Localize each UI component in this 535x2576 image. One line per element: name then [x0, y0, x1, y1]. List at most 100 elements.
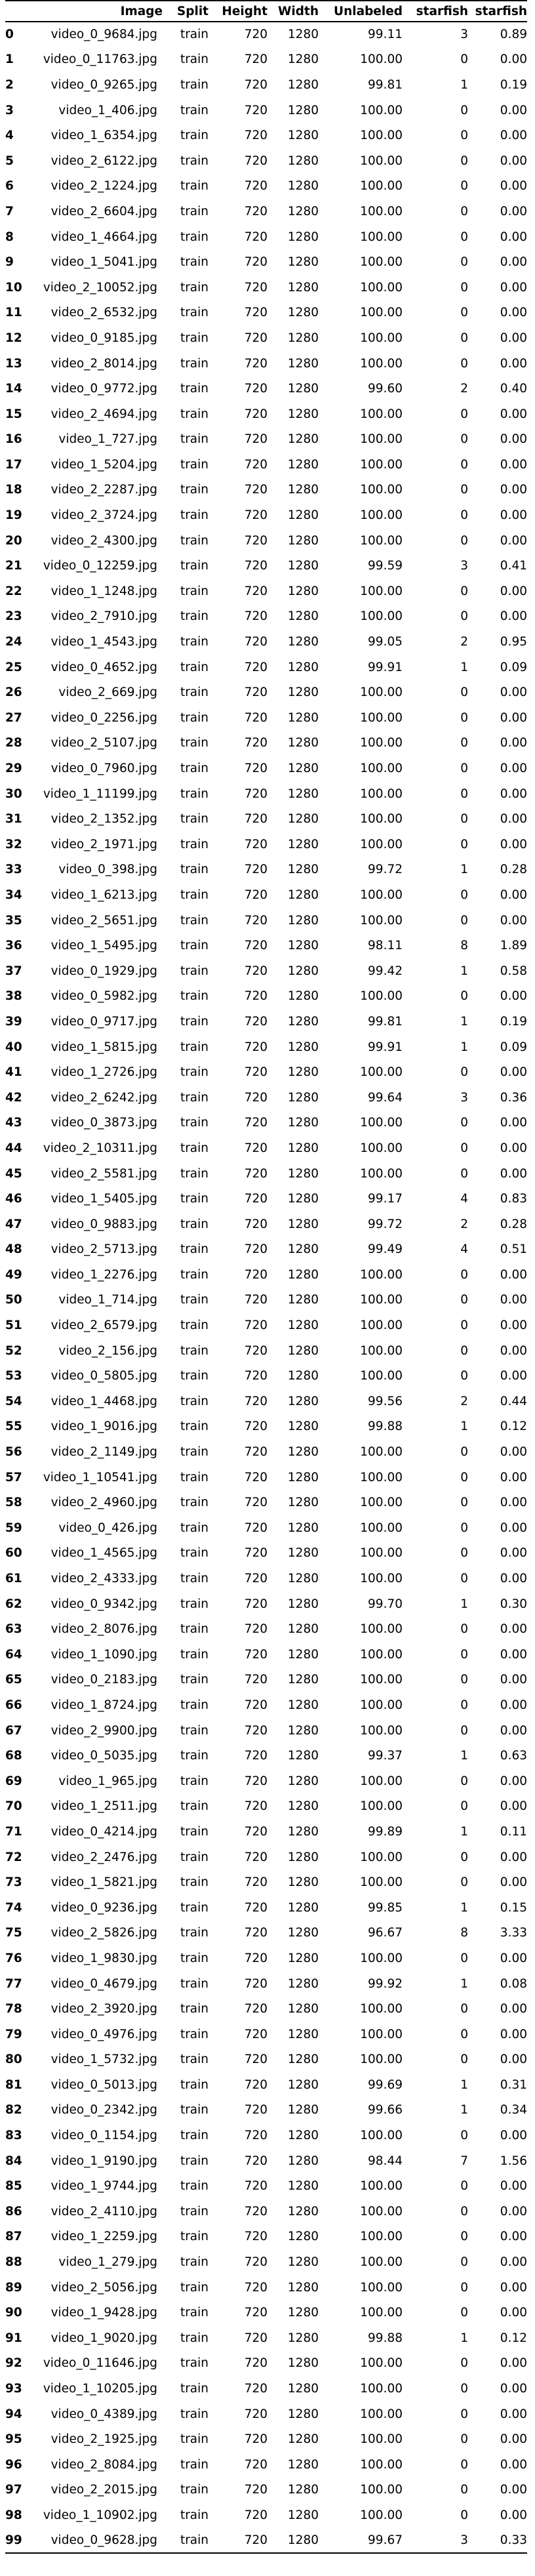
- cell-image: video_1_5732.jpg: [50, 2053, 157, 2067]
- table-row: 24 video_1_4543.jpg train 720 1280 99.05 2 0.95: [5, 629, 527, 655]
- cell-width: 1280: [287, 508, 319, 523]
- table-row: 41 video_1_2726.jpg train 720 1280 100.00 0 0.0…: [5, 1059, 527, 1085]
- cell-index: 94: [5, 2407, 22, 2421]
- cell-starfish-count: 0: [460, 280, 468, 295]
- cell-starfish-count: 0: [460, 1546, 468, 1561]
- cell-split: train: [180, 204, 208, 218]
- cell-width: 1280: [287, 153, 319, 168]
- cell-unlabeled: 99.60: [368, 382, 403, 396]
- table-row: 90 video_1_9428.jpg train 720 1280 100.00 0 0.0…: [5, 2300, 527, 2325]
- table-row: 51 video_2_6579.jpg train 720 1280 100.00 0 0.0…: [5, 1313, 527, 1338]
- cell-width: 1280: [287, 1824, 319, 1839]
- cell-unlabeled: 99.67: [319, 2527, 403, 2554]
- cell-unlabeled: 100.00: [360, 2255, 403, 2270]
- cell-index: 71: [5, 1824, 22, 1839]
- cell-unlabeled: 99.92: [368, 1976, 403, 1991]
- cell-height: 720: [244, 913, 268, 928]
- cell-starfish-count: 0: [460, 2306, 468, 2320]
- data-table: Image Split Height Width Unlabeled starf…: [5, 0, 527, 2554]
- cell-width: 1280: [287, 179, 319, 194]
- cell-unlabeled: 100.00: [360, 1799, 403, 1814]
- cell-height: 720: [244, 1014, 268, 1029]
- cell-width: 1280: [287, 685, 319, 700]
- cell-index: 93: [5, 2382, 22, 2396]
- cell-height: 720: [244, 812, 268, 827]
- cell-image: video_2_3724.jpg: [50, 508, 157, 523]
- cell-height: 720: [244, 1622, 268, 1637]
- cell-starfish-count: 0: [460, 2129, 468, 2143]
- cell-image: video_0_9772.jpg: [50, 382, 157, 396]
- cell-index: 29: [5, 762, 22, 776]
- cell-starfish-percent: 0.00: [500, 280, 527, 295]
- cell-index: 51: [5, 1319, 22, 1333]
- cell-unlabeled: 100.00: [360, 584, 403, 598]
- cell-image: video_0_9684.jpg: [50, 28, 157, 42]
- cell-split: train: [180, 1242, 208, 1257]
- cell-index: 47: [5, 1217, 22, 1231]
- cell-index: 69: [5, 1774, 22, 1788]
- cell-starfish-percent: 0.00: [500, 913, 527, 928]
- table-row: 96 video_2_8084.jpg train 720 1280 100.00 0 0.0…: [5, 2452, 527, 2478]
- cell-starfish-count: 0: [460, 1141, 468, 1155]
- cell-split: train: [180, 1496, 208, 1510]
- cell-unlabeled: 100.00: [360, 1647, 403, 1662]
- cell-image: video_2_6604.jpg: [50, 204, 157, 218]
- cell-width: 1280: [287, 1192, 319, 1206]
- cell-height: 720: [244, 28, 268, 42]
- cell-height: 720: [244, 1824, 268, 1839]
- cell-width: 1280: [287, 964, 319, 978]
- cell-starfish-percent: 0.00: [500, 1267, 527, 1282]
- cell-width: 1280: [287, 533, 319, 548]
- cell-image: video_1_6354.jpg: [50, 129, 157, 143]
- table-row: 62 video_0_9342.jpg train 720 1280 99.70 1 0.30: [5, 1591, 527, 1617]
- cell-unlabeled: 100.00: [360, 432, 403, 447]
- cell-image: video_0_5982.jpg: [50, 989, 157, 1004]
- cell-image: video_1_10902.jpg: [43, 2508, 157, 2522]
- cell-image: video_2_10311.jpg: [43, 1141, 157, 1155]
- cell-starfish-count: 0: [460, 356, 468, 371]
- cell-index: 57: [5, 1470, 22, 1484]
- cell-height: 720: [244, 1369, 268, 1383]
- cell-index: 31: [5, 812, 22, 827]
- cell-index: 35: [5, 913, 22, 928]
- cell-split: train: [180, 1698, 208, 1712]
- cell-index: 15: [5, 407, 22, 421]
- cell-index: 97: [5, 2483, 22, 2497]
- table-row: 40 video_1_5815.jpg train 720 1280 99.91 1 0.09: [5, 1034, 527, 1060]
- cell-width: 1280: [287, 1951, 319, 1965]
- cell-width: 1280: [287, 2053, 319, 2067]
- cell-image: video_2_156.jpg: [58, 1343, 157, 1358]
- cell-index: 99: [5, 2527, 31, 2554]
- cell-height: 720: [244, 685, 268, 700]
- cell-unlabeled: 100.00: [360, 1698, 403, 1712]
- cell-split: train: [180, 2508, 208, 2522]
- cell-starfish-count: 0: [460, 2002, 468, 2016]
- cell-height: 720: [244, 1597, 268, 1611]
- cell-index: 61: [5, 1572, 22, 1586]
- cell-starfish-count: 0: [460, 736, 468, 750]
- table-row: 4 video_1_6354.jpg train 720 1280 100.00 0 0.00: [5, 123, 527, 148]
- cell-height: 720: [244, 1723, 268, 1738]
- cell-starfish-count: 0: [460, 1267, 468, 1282]
- cell-split: train: [180, 1394, 208, 1408]
- cell-split: train: [180, 2077, 208, 2092]
- cell-width: 1280: [287, 863, 319, 877]
- cell-height: 720: [244, 1116, 268, 1130]
- cell-image: video_2_4300.jpg: [50, 533, 157, 548]
- cell-unlabeled: 100.00: [360, 280, 403, 295]
- cell-width: 1280: [287, 710, 319, 725]
- cell-unlabeled: 100.00: [360, 1673, 403, 1687]
- cell-starfish-count: 2: [460, 1217, 468, 1231]
- cell-index: 91: [5, 2331, 22, 2345]
- cell-index: 5: [5, 153, 14, 168]
- cell-split: train: [180, 1673, 208, 1687]
- cell-height: 720: [244, 103, 268, 117]
- cell-starfish-count: 1: [460, 1976, 468, 1991]
- cell-starfish-percent: 0.00: [500, 2432, 527, 2447]
- cell-height: 720: [244, 762, 268, 776]
- cell-starfish-percent: 0.00: [500, 1647, 527, 1662]
- cell-starfish-count: 0: [460, 787, 468, 801]
- cell-split: train: [180, 1166, 208, 1181]
- cell-split: train: [180, 2103, 208, 2117]
- cell-unlabeled: 100.00: [360, 1065, 403, 1080]
